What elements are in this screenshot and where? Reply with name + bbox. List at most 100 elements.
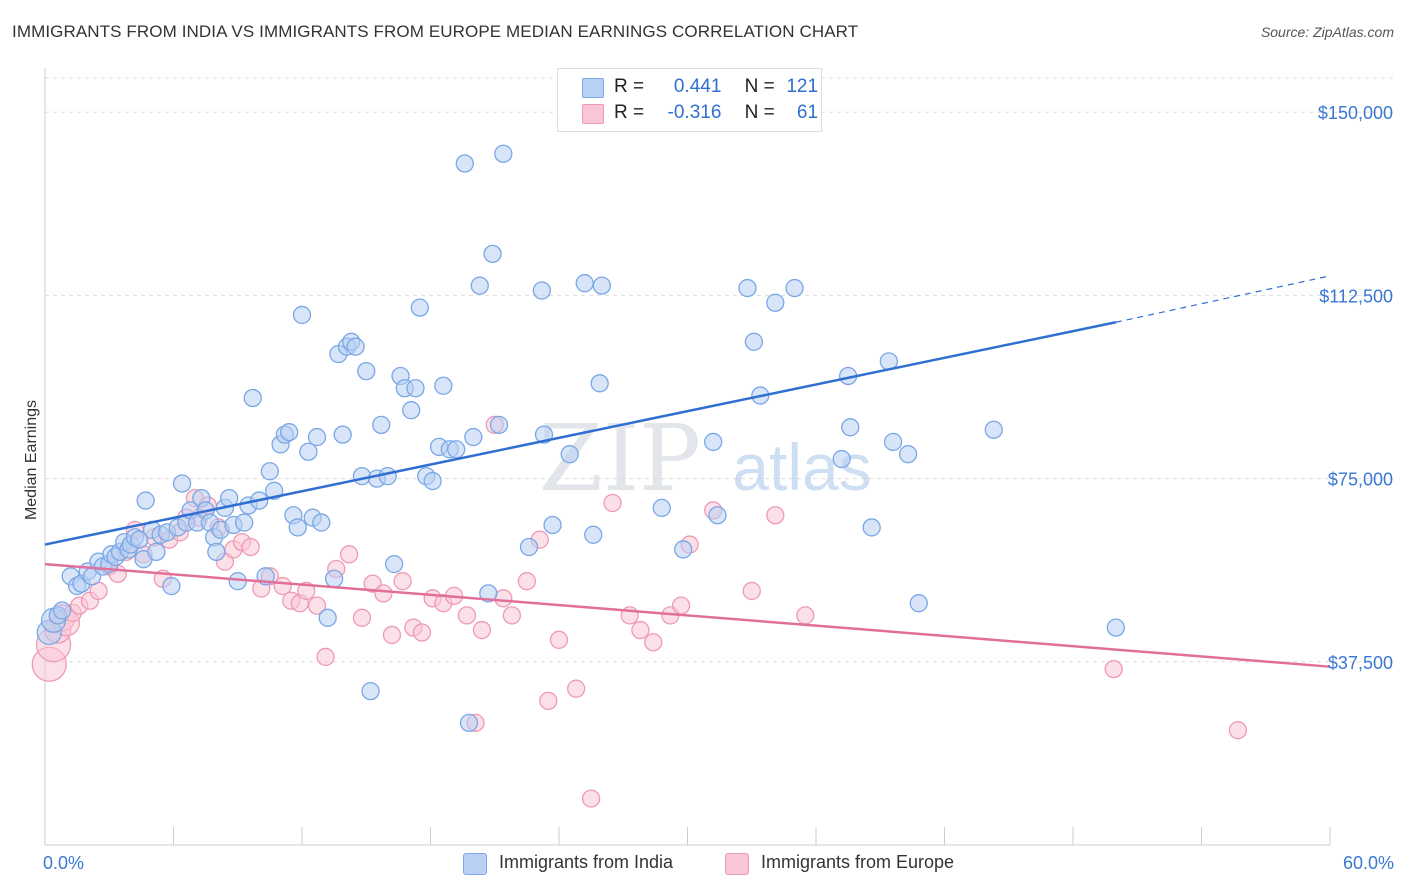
india-point bbox=[704, 432, 723, 452]
india-point bbox=[243, 388, 262, 408]
r-label: R = bbox=[614, 76, 645, 97]
europe-point bbox=[393, 572, 412, 591]
india-point bbox=[235, 513, 254, 532]
india-point bbox=[543, 515, 562, 535]
india-point bbox=[434, 376, 453, 395]
india-point bbox=[1106, 618, 1125, 637]
india-point bbox=[162, 576, 181, 596]
india-point bbox=[279, 423, 299, 442]
india-point bbox=[361, 681, 380, 701]
r-value-india: 0.441 bbox=[673, 76, 722, 97]
legend-label-india: Immigrants from India bbox=[499, 852, 674, 872]
india-point bbox=[984, 420, 1003, 439]
watermark-atlas: atlas bbox=[732, 430, 871, 504]
europe-point bbox=[339, 545, 359, 564]
india-point bbox=[674, 540, 693, 559]
watermark: ZIP atlas bbox=[539, 405, 872, 512]
india-point bbox=[590, 374, 609, 393]
india-point bbox=[464, 427, 483, 447]
india-point bbox=[136, 491, 155, 510]
europe-point bbox=[539, 691, 558, 711]
india-point bbox=[766, 293, 785, 312]
europe-point bbox=[241, 537, 260, 557]
india-point bbox=[352, 467, 372, 486]
europe-trend-line bbox=[44, 562, 1331, 668]
europe-point bbox=[352, 608, 372, 627]
india-point bbox=[785, 278, 804, 298]
india-point bbox=[532, 281, 552, 300]
india-point bbox=[312, 513, 331, 532]
india-point bbox=[652, 498, 671, 518]
india-point bbox=[260, 462, 280, 481]
n-value-india: 121 bbox=[786, 76, 819, 97]
india-point bbox=[447, 440, 466, 459]
europe-point bbox=[307, 596, 327, 615]
europe-point bbox=[671, 596, 691, 615]
chart-title: IMMIGRANTS FROM INDIA VS IMMIGRANTS FROM… bbox=[12, 22, 859, 41]
europe-point bbox=[796, 606, 815, 625]
india-point bbox=[560, 445, 579, 464]
india-point bbox=[147, 542, 166, 562]
india-point bbox=[299, 442, 318, 461]
india-point bbox=[883, 432, 903, 452]
europe-point bbox=[457, 606, 477, 625]
india-point bbox=[841, 418, 860, 437]
india-point bbox=[207, 542, 226, 562]
legend-swatch-india bbox=[463, 853, 487, 875]
r-value-europe: -0.316 bbox=[667, 102, 722, 123]
india-point bbox=[130, 530, 149, 549]
europe-point bbox=[631, 620, 650, 640]
india-point bbox=[292, 305, 312, 325]
gridlines bbox=[45, 77, 1395, 663]
india-point bbox=[357, 361, 376, 381]
india-point bbox=[483, 244, 502, 264]
data-points bbox=[31, 144, 1248, 808]
india-point bbox=[479, 584, 498, 603]
europe-point bbox=[382, 625, 402, 645]
india-point bbox=[324, 569, 344, 588]
y-tick-labels: $37,500 $75,000 $112,500 $150,000 bbox=[1318, 103, 1393, 673]
y-tick-label: $37,500 bbox=[1328, 653, 1393, 673]
europe-point bbox=[517, 572, 537, 591]
india-point bbox=[494, 144, 513, 163]
india-point bbox=[423, 471, 442, 491]
x-tick-label: 0.0% bbox=[43, 853, 84, 873]
india-point bbox=[489, 415, 509, 435]
india-point bbox=[832, 449, 851, 469]
europe-point bbox=[412, 623, 432, 642]
india-point bbox=[378, 467, 397, 486]
europe-point bbox=[502, 606, 522, 625]
india-point bbox=[346, 337, 365, 356]
n-label: N = bbox=[744, 76, 775, 97]
india-trend-line bbox=[44, 321, 1117, 546]
axes bbox=[44, 68, 1331, 846]
stats-box: R = 0.441 N = 121 R = -0.316 N = 61 bbox=[557, 68, 822, 132]
india-point bbox=[738, 278, 757, 298]
india-point bbox=[708, 506, 727, 525]
r-label: R = bbox=[614, 102, 645, 123]
india-point bbox=[384, 554, 404, 574]
europe-point bbox=[581, 789, 601, 808]
europe-point bbox=[297, 581, 316, 601]
india-point bbox=[172, 474, 192, 493]
india-point bbox=[575, 274, 594, 293]
india-point bbox=[862, 518, 881, 537]
legend-swatch-europe bbox=[725, 853, 749, 875]
europe-point bbox=[766, 506, 785, 525]
source-label: Source: ZipAtlas.com bbox=[1260, 24, 1394, 40]
india-point bbox=[402, 401, 421, 420]
y-tick-label: $112,500 bbox=[1319, 286, 1393, 306]
india-point bbox=[307, 427, 327, 447]
india-point bbox=[519, 537, 539, 557]
india-point bbox=[744, 332, 764, 351]
india-point bbox=[333, 425, 352, 444]
y-tick-label: $75,000 bbox=[1328, 470, 1393, 490]
n-label: N = bbox=[744, 102, 775, 123]
legend-label-europe: Immigrants from Europe bbox=[761, 852, 955, 872]
europe-point bbox=[742, 581, 761, 601]
india-point bbox=[372, 415, 391, 435]
india-swatch bbox=[582, 78, 604, 98]
europe-point bbox=[472, 620, 492, 640]
india-point bbox=[898, 445, 918, 464]
india-trend-line-extension bbox=[1115, 275, 1331, 323]
